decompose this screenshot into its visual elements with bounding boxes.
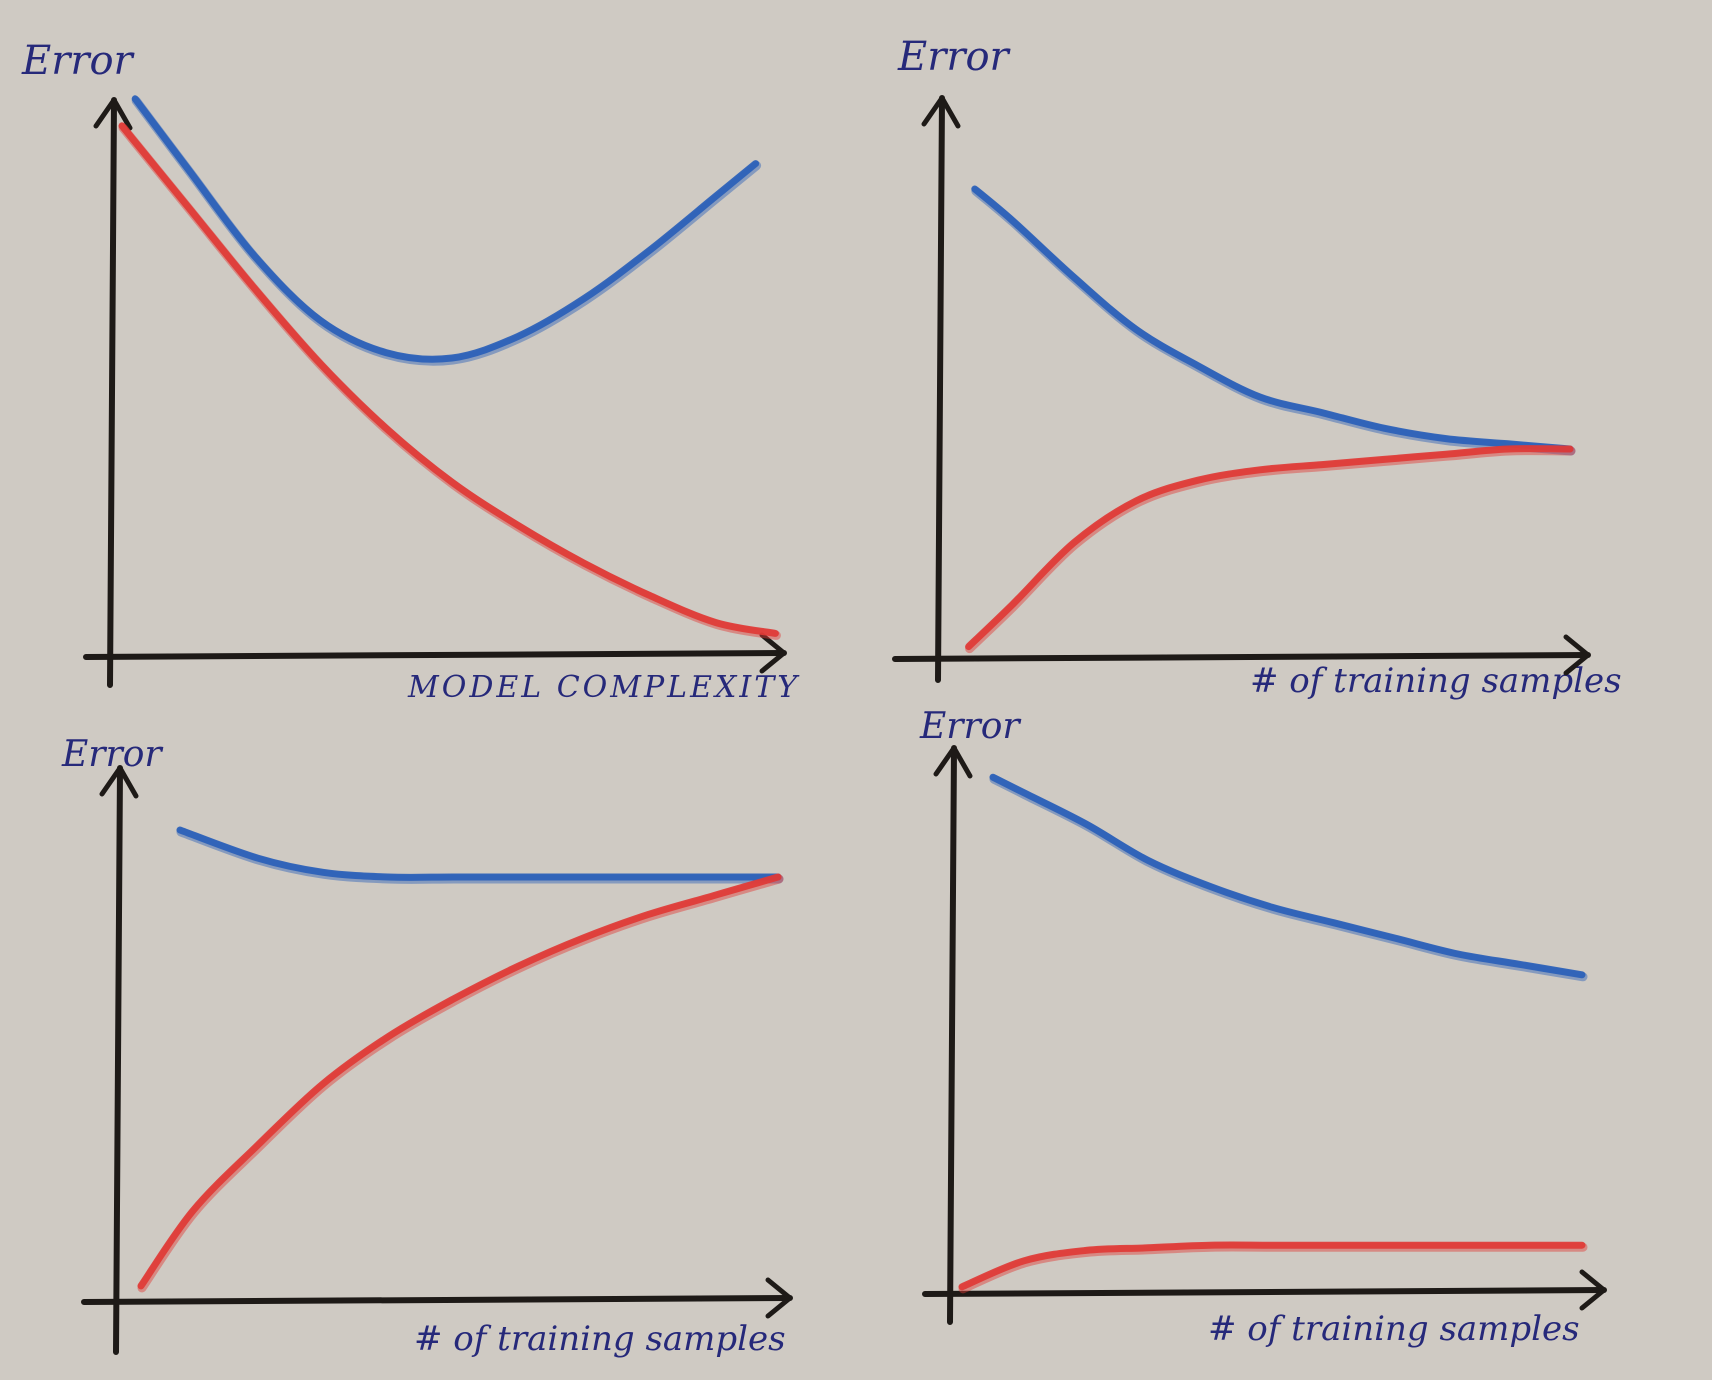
- chart-3-x-axis: [81, 1295, 793, 1305]
- chart-4-x-axis-arrow: [1579, 1269, 1607, 1311]
- chart-1-x-axis: [83, 650, 787, 660]
- chart-1-xlabel: MODEL COMPLEXITY: [407, 670, 800, 705]
- chart-1-ylabel: Error: [21, 38, 136, 84]
- chart-1-y-axis: [107, 97, 117, 688]
- chart-panel-2: Error # of training samples: [892, 34, 1622, 701]
- chart-4-ylabel: Error: [919, 706, 1021, 747]
- chart-panel-4: Error # of training samples: [919, 706, 1607, 1349]
- chart-2-x-axis: [892, 652, 1591, 662]
- chart-4-y-axis: [947, 745, 957, 1325]
- chart-panel-3: Error # of training samples: [61, 734, 793, 1359]
- chart-2-red-curve: [965, 445, 1574, 651]
- chart-1-x-axis-arrow: [759, 632, 787, 674]
- chart-2-y-axis: [935, 95, 945, 683]
- chart-2-xlabel: # of training samples: [1250, 661, 1622, 701]
- chart-3-blue-curve: [176, 826, 782, 881]
- chart-1-y-axis-arrow: [93, 97, 133, 131]
- chart-3-y-axis: [113, 765, 123, 1355]
- chart-2-ylabel: Error: [897, 34, 1012, 80]
- chart-3-y-axis-arrow: [99, 765, 139, 799]
- chart-2-x-axis-arrow: [1563, 634, 1591, 676]
- chart-3-x-axis-arrow: [765, 1277, 793, 1319]
- chart-4-red-curve: [958, 1241, 1586, 1291]
- chart-4-xlabel: # of training samples: [1208, 1309, 1580, 1349]
- chart-panel-1: Error MODEL COMPLEXITY: [21, 38, 800, 705]
- chart-4-x-axis: [922, 1287, 1607, 1297]
- chart-4-blue-curve: [989, 773, 1586, 979]
- chart-4-y-axis-arrow: [933, 745, 973, 779]
- chart-1-red-curve: [118, 122, 779, 637]
- chart-1-blue-curve: [131, 95, 760, 363]
- chart-2-blue-curve: [971, 185, 1574, 453]
- chart-3-ylabel: Error: [61, 734, 163, 775]
- chart-3-red-curve: [137, 873, 782, 1290]
- chart-2-y-axis-arrow: [921, 95, 961, 129]
- chart-3-xlabel: # of training samples: [414, 1319, 786, 1359]
